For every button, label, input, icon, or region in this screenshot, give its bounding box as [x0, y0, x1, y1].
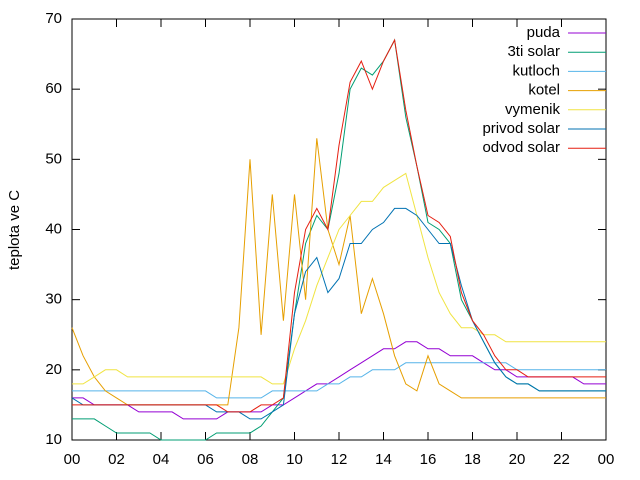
legend-label: vymenik: [505, 101, 561, 118]
x-tick-label: 00: [598, 451, 615, 468]
x-tick-label: 12: [331, 451, 348, 468]
y-tick-label: 60: [45, 80, 62, 97]
y-tick-label: 10: [45, 431, 62, 448]
x-tick-label: 02: [108, 451, 125, 468]
y-axis-label: teplota ve C: [6, 190, 23, 270]
y-tick-label: 20: [45, 361, 62, 378]
x-tick-label: 06: [197, 451, 214, 468]
series-line: [71, 138, 606, 406]
x-tick-label: 14: [375, 451, 392, 468]
x-tick-label: 22: [553, 451, 570, 468]
x-tick-label: 08: [242, 451, 259, 468]
y-tick-label: 40: [45, 220, 62, 237]
legend-label: 3ti solar: [507, 43, 560, 60]
x-tick-label: 10: [286, 451, 303, 468]
legend-label: puda: [527, 24, 561, 41]
x-tick-label: 04: [153, 451, 170, 468]
x-tick-label: 00: [64, 451, 81, 468]
legend-label: privod solar: [482, 120, 560, 137]
legend-label: kotel: [528, 82, 560, 99]
series-line: [72, 341, 606, 420]
y-tick-label: 50: [45, 150, 62, 167]
x-tick-label: 16: [420, 451, 437, 468]
series-line: [71, 207, 606, 420]
legend-label: odvod solar: [482, 139, 560, 156]
y-tick-label: 30: [45, 291, 62, 308]
x-tick-label: 20: [509, 451, 526, 468]
x-tick-label: 18: [464, 451, 481, 468]
series-line: [72, 362, 606, 399]
series-line: [72, 38, 606, 413]
legend-label: kutloch: [512, 62, 560, 79]
y-tick-label: 70: [45, 10, 62, 27]
series-line: [72, 172, 606, 385]
